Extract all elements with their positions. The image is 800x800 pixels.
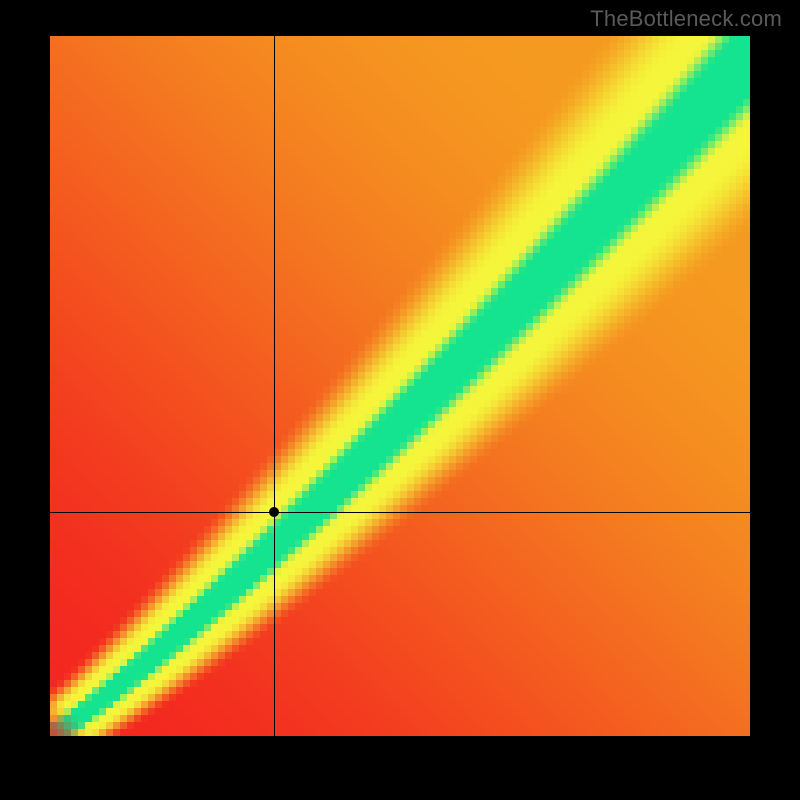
chart-container: TheBottleneck.com xyxy=(0,0,800,800)
crosshair-horizontal xyxy=(50,512,750,513)
heatmap-plot xyxy=(50,36,750,736)
watermark-text: TheBottleneck.com xyxy=(590,6,782,32)
crosshair-vertical xyxy=(274,36,275,736)
marker-dot xyxy=(269,507,279,517)
heatmap-canvas xyxy=(50,36,750,736)
